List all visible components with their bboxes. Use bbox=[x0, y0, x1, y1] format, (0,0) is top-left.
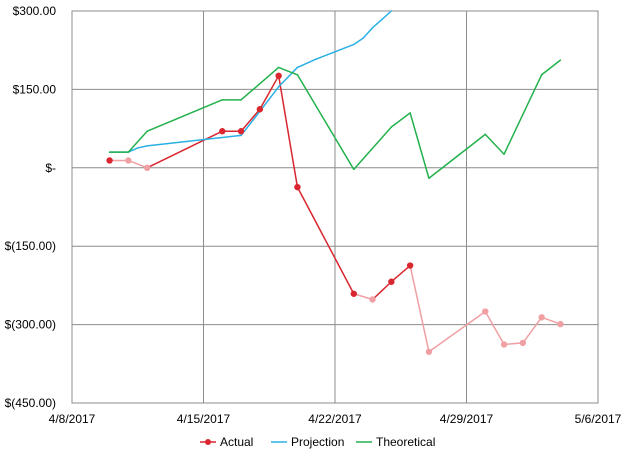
projection-line-segment bbox=[296, 58, 317, 69]
legend-item-actual: Actual bbox=[200, 435, 253, 449]
y-tick-label: $300.00 bbox=[13, 4, 57, 18]
actual-line-segment bbox=[296, 186, 355, 295]
actual-line-segment bbox=[428, 310, 487, 353]
theoretical-line-segment bbox=[409, 112, 430, 180]
legend-label-projection: Projection bbox=[291, 435, 344, 449]
actual-data-point bbox=[256, 106, 264, 113]
actual-data-point bbox=[125, 157, 132, 164]
theoretical-line-segment bbox=[503, 74, 543, 155]
actual-line-segment bbox=[259, 75, 280, 111]
projection-line-segment bbox=[353, 37, 364, 46]
legend-item-projection: Projection bbox=[271, 435, 344, 449]
actual-line-segment bbox=[540, 316, 562, 325]
actual-data-point bbox=[482, 308, 489, 315]
projection-line-segment bbox=[137, 145, 148, 149]
x-tick-label: 4/22/2017 bbox=[308, 412, 362, 426]
actual-data-point bbox=[500, 341, 508, 348]
actual-line-segment bbox=[371, 280, 393, 301]
actual-data-point bbox=[369, 296, 376, 303]
theoretical-line-segment bbox=[146, 99, 224, 132]
legend-label-theoretical: Theoretical bbox=[376, 435, 435, 449]
theoretical-line-segment bbox=[127, 130, 148, 153]
theoretical-line-segment bbox=[353, 126, 393, 171]
actual-data-point bbox=[519, 339, 527, 347]
axes: $300.00 $150.00 $- $(150.00) $(300.00) $(450.… bbox=[5, 4, 622, 426]
actual-data-point bbox=[143, 164, 151, 171]
x-tick-label: 5/6/2017 bbox=[575, 412, 622, 426]
y-tick-label: $- bbox=[45, 161, 56, 175]
y-tick-label: $(300.00) bbox=[5, 318, 56, 332]
actual-line-segment bbox=[240, 108, 261, 132]
grid bbox=[71, 10, 599, 404]
actual-line-segment bbox=[409, 264, 430, 353]
y-tick-label: $(150.00) bbox=[5, 239, 56, 253]
theoretical-line-segment bbox=[484, 133, 505, 155]
legend-marker-actual bbox=[205, 439, 211, 445]
projection-line-segment bbox=[277, 66, 299, 88]
series-markers bbox=[106, 72, 564, 355]
actual-line-segment bbox=[390, 264, 411, 283]
theoretical-line-segment bbox=[240, 66, 280, 101]
projection-line-segment bbox=[362, 26, 374, 39]
y-tick-label: $(450.00) bbox=[5, 396, 56, 410]
legend: Actual Projection Theoretical bbox=[200, 435, 435, 449]
legend-label-actual: Actual bbox=[220, 435, 253, 449]
projection-line-segment bbox=[315, 51, 336, 60]
actual-line-segment bbox=[484, 310, 505, 346]
actual-line-segment bbox=[353, 293, 374, 301]
actual-data-point bbox=[350, 290, 357, 297]
projection-line-segment bbox=[259, 86, 280, 113]
actual-data-point bbox=[406, 262, 414, 269]
y-tick-label: $150.00 bbox=[13, 82, 57, 96]
actual-data-point bbox=[237, 128, 245, 135]
x-tick-label: 4/29/2017 bbox=[440, 412, 494, 426]
actual-data-point bbox=[538, 314, 545, 321]
theoretical-line-segment bbox=[428, 133, 487, 180]
theoretical-line-segment bbox=[540, 59, 562, 76]
theoretical-line-segment bbox=[277, 66, 299, 76]
actual-line-segment bbox=[127, 159, 148, 169]
actual-data-point bbox=[294, 183, 301, 191]
x-tick-label: 4/8/2017 bbox=[49, 412, 96, 426]
theoretical-line-segment bbox=[390, 112, 411, 128]
projection-line-segment bbox=[334, 43, 355, 53]
actual-line-segment bbox=[522, 316, 543, 344]
theoretical-line-segment bbox=[296, 74, 355, 171]
actual-data-point bbox=[219, 128, 226, 135]
actual-data-point bbox=[275, 72, 282, 80]
x-tick-label: 4/15/2017 bbox=[177, 412, 231, 426]
legend-item-theoretical: Theoretical bbox=[356, 435, 435, 449]
actual-data-point bbox=[557, 320, 564, 328]
actual-data-point bbox=[106, 157, 113, 164]
projection-line-segment bbox=[371, 10, 393, 29]
actual-line-segment bbox=[277, 75, 299, 188]
actual-data-point bbox=[388, 278, 395, 285]
projection-line-segment bbox=[146, 134, 242, 147]
actual-data-point bbox=[425, 348, 433, 355]
actual-line-segment bbox=[146, 130, 224, 169]
plot-border bbox=[71, 10, 599, 404]
